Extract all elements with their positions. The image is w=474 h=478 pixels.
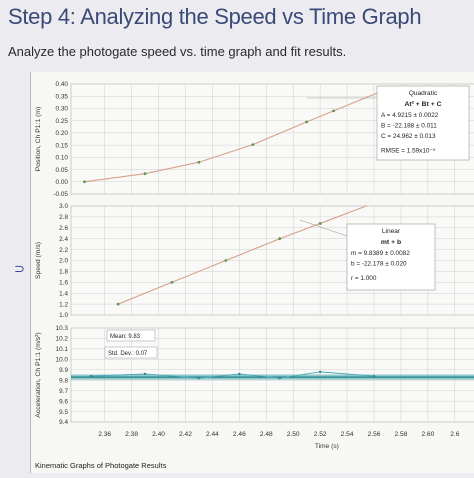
y-tick-label: 9.7 xyxy=(59,388,68,395)
y-tick-label: 1.2 xyxy=(59,301,68,308)
data-point xyxy=(143,372,147,376)
pointer-cursor-icon: ⊃ xyxy=(14,261,25,276)
y-tick-label: 3.0 xyxy=(59,203,68,210)
x-tick-label: 2.42 xyxy=(179,431,192,438)
y-tick-label: 0.15 xyxy=(56,142,69,149)
x-tick-label: 2.56 xyxy=(368,431,381,438)
mean-stat-label: Mean: 9.83 xyxy=(110,334,141,340)
x-tick-label: 2.46 xyxy=(233,431,246,438)
y-axis-label: Speed (m/s) xyxy=(35,242,42,279)
data-point xyxy=(372,374,376,378)
fit-name: Quadratic xyxy=(409,90,438,97)
y-tick-label: 0.40 xyxy=(56,81,69,88)
x-tick-label: 2.48 xyxy=(260,431,273,438)
y-tick-label: 9.4 xyxy=(59,419,68,426)
data-point xyxy=(143,172,147,176)
y-tick-label: 1.8 xyxy=(59,269,68,276)
data-point xyxy=(170,280,174,284)
data-point xyxy=(318,222,322,225)
y-tick-label: 0.05 xyxy=(56,167,69,174)
y-tick-label: 10.2 xyxy=(56,336,69,343)
graph-canvas[interactable]: 0.40 0.35 0.30 0.25 0.20 0.15 0.10 0.05 0.00 -0.0… xyxy=(31,72,474,473)
x-tick-label: 2.54 xyxy=(341,431,354,438)
std-dev-stat-label: Std. Dev.: 0.07 xyxy=(108,351,148,357)
data-point xyxy=(278,376,281,380)
y-tick-label: 10.1 xyxy=(56,346,69,353)
x-tick-label: 2.44 xyxy=(206,431,219,438)
x-axis-label: Time (s) xyxy=(315,443,339,450)
fit-parameter: B = -22.188 ± 0.011 xyxy=(381,123,437,130)
x-tick-label: 2.58 xyxy=(395,431,408,438)
data-point xyxy=(251,143,255,147)
data-point xyxy=(197,160,201,164)
data-point xyxy=(197,376,201,380)
y-tick-label: 0.35 xyxy=(56,93,69,100)
fit-rmse: RMSE = 1.59x10⁻⁵ xyxy=(381,148,436,155)
y-tick-label: 0.25 xyxy=(56,118,69,125)
y-tick-label: 2.2 xyxy=(59,247,68,254)
slide-subtitle: Analyze the photogate speed vs. time gra… xyxy=(8,44,347,59)
mean-stat-box xyxy=(106,329,156,342)
y-axis-label: Acceleration, Ch P1:1 (m/s²) xyxy=(35,332,42,417)
speed-fit-line xyxy=(117,205,368,305)
fit-parameter: A = 4.9215 ± 0.0022 xyxy=(381,112,439,119)
data-point xyxy=(318,370,322,374)
x-tick-label: 2.52 xyxy=(314,431,327,438)
y-tick-label: 2.4 xyxy=(59,236,68,243)
y-tick-label: 2.8 xyxy=(59,214,68,221)
y-tick-label: 0.30 xyxy=(56,106,69,113)
x-tick-label: 2.6 xyxy=(450,431,459,438)
graph-window[interactable]: 0.40 0.35 0.30 0.25 0.20 0.15 0.10 0.05 0.00 -0.0… xyxy=(30,72,474,473)
y-tick-label: 10.3 xyxy=(56,325,69,332)
data-point xyxy=(90,374,93,378)
graph-footer-label: Kinematic Graphs of Photogate Results xyxy=(35,461,167,470)
y-tick-label: 1.0 xyxy=(59,312,68,319)
fit-r-value: r = 1.000 xyxy=(351,275,377,282)
fit-equation: mt + b xyxy=(381,239,401,246)
y-tick-label: 1.4 xyxy=(59,290,68,297)
fit-result-box xyxy=(346,223,436,291)
fit-equation: At² + Bt + C xyxy=(404,101,441,108)
data-point xyxy=(238,372,241,376)
y-tick-label: 2.0 xyxy=(59,258,68,265)
x-tick-label: 2.60 xyxy=(421,431,434,438)
slide-title: Step 4: Analyzing the Speed vs Time Grap… xyxy=(8,4,422,29)
y-tick-label: 9.8 xyxy=(59,377,68,384)
y-axis-label: Position, Ch P1:1 (m) xyxy=(35,107,42,172)
std-dev-stat-box xyxy=(104,346,158,359)
data-point xyxy=(116,302,120,306)
y-tick-label: -0.05 xyxy=(53,191,68,198)
data-point xyxy=(332,109,335,113)
data-point xyxy=(83,180,86,184)
fit-parameter: m = 9.8389 ± 0.0082 xyxy=(351,250,410,257)
y-tick-label: 1.6 xyxy=(59,280,68,287)
fit-result-box xyxy=(376,85,470,161)
x-tick-label: 2.36 xyxy=(98,431,111,438)
fit-parameter: b = -22.178 ± 0.020 xyxy=(351,261,407,268)
data-point xyxy=(305,120,309,124)
data-point xyxy=(224,259,228,262)
y-tick-label: 9.9 xyxy=(59,367,68,374)
y-tick-label: 0.10 xyxy=(56,155,69,162)
x-tick-label: 2.50 xyxy=(287,431,300,438)
y-tick-label: 10.0 xyxy=(56,357,69,364)
fit-parameter: C = 24.962 ± 0.013 xyxy=(381,133,436,140)
y-tick-label: 9.5 xyxy=(59,409,68,416)
y-tick-label: 0.20 xyxy=(56,130,69,137)
x-tick-label: 2.38 xyxy=(125,431,138,438)
fit-leader-line xyxy=(299,219,348,237)
y-tick-label: 9.6 xyxy=(59,398,68,405)
x-tick-label: 2.40 xyxy=(152,431,165,438)
data-point xyxy=(278,237,282,241)
y-tick-label: 2.6 xyxy=(59,225,68,232)
y-tick-label: 0.00 xyxy=(56,179,69,186)
fit-name: Linear xyxy=(382,228,401,235)
